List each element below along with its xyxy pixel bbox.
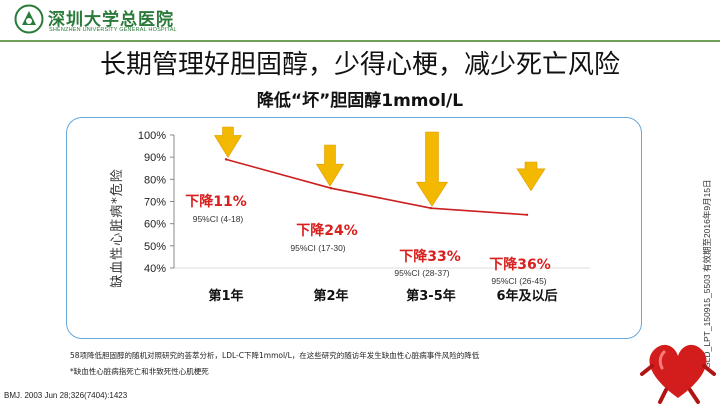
footnote-2: *缺血性心脏病指死亡和非致死性心肌梗死 (70, 367, 209, 376)
data-point (525, 213, 529, 216)
risk-line (225, 158, 528, 216)
arrows (213, 126, 546, 207)
x-tick-label: 6年及以后 (496, 288, 557, 304)
down-arrow-icon (516, 161, 546, 192)
data-point (429, 206, 433, 210)
chart-panel (66, 117, 642, 339)
reference: BMJ. 2003 Jun 28;326(7404):1423 (4, 391, 128, 400)
ci-label: 95%CI (4-18) (193, 214, 244, 224)
header-divider (0, 40, 720, 42)
reduction-label: 下降24% (296, 222, 358, 239)
hospital-name-cn: 深圳大学总医院 (48, 10, 174, 30)
y-tick-label: 40% (144, 263, 166, 275)
ci-label: 95%CI (17-30) (290, 243, 345, 253)
y-tick-label: 100% (138, 130, 166, 142)
reduction-label: 下降33% (399, 248, 461, 265)
down-arrow-icon (213, 126, 243, 158)
y-tick-label: 90% (144, 152, 166, 164)
heart-figure-icon (640, 344, 716, 404)
slide-subtitle: 降低“坏”胆固醇1mmol/L (256, 91, 464, 111)
side-code: SLD_LPT_150915_5503 有效期至2016年9月15日 (702, 179, 712, 368)
down-arrow-icon (315, 144, 345, 187)
y-tick-label: 70% (144, 197, 166, 209)
annotations: 下降11% 95%CI (4-18) 下降24% 95%CI (17-30) 下降33%… (185, 193, 551, 286)
y-axis-label: 缺血性心脏病*危险 (110, 168, 125, 288)
y-axis: 100% 90% 80% 70% 60% 50% 40% (138, 130, 175, 275)
down-arrow-icon (415, 131, 449, 207)
hospital-name-en: SHENZHEN UNIVERSITY GENERAL HOSPITAL (49, 27, 177, 33)
x-axis: 第1年 第2年 第3-5年 6年及以后 (174, 267, 590, 304)
data-point (329, 187, 333, 190)
y-tick-label: 60% (144, 219, 166, 231)
hospital-logo-icon (14, 4, 44, 34)
y-tick-label: 80% (144, 174, 166, 186)
ci-label: 95%CI (26-45) (491, 276, 546, 286)
footnote-1: 58项降低胆固醇的随机对照研究的荟萃分析，LDL-C下降1mmol/L，在这些研… (70, 351, 480, 360)
side-code-container: SLD_LPT_150915_5503 有效期至2016年9月15日 (702, 179, 712, 368)
x-tick-label: 第3-5年 (406, 288, 456, 304)
ci-label: 95%CI (28-37) (394, 268, 449, 278)
series-line (224, 158, 529, 216)
y-tick-label: 50% (144, 241, 166, 253)
x-tick-label: 第1年 (208, 288, 243, 304)
slide-title: 长期管理好胆固醇，少得心梗，减少死亡风险 (99, 50, 620, 80)
data-point (224, 158, 228, 161)
reduction-label: 下降36% (489, 256, 551, 273)
reduction-label: 下降11% (185, 193, 247, 210)
x-tick-label: 第2年 (313, 288, 348, 304)
